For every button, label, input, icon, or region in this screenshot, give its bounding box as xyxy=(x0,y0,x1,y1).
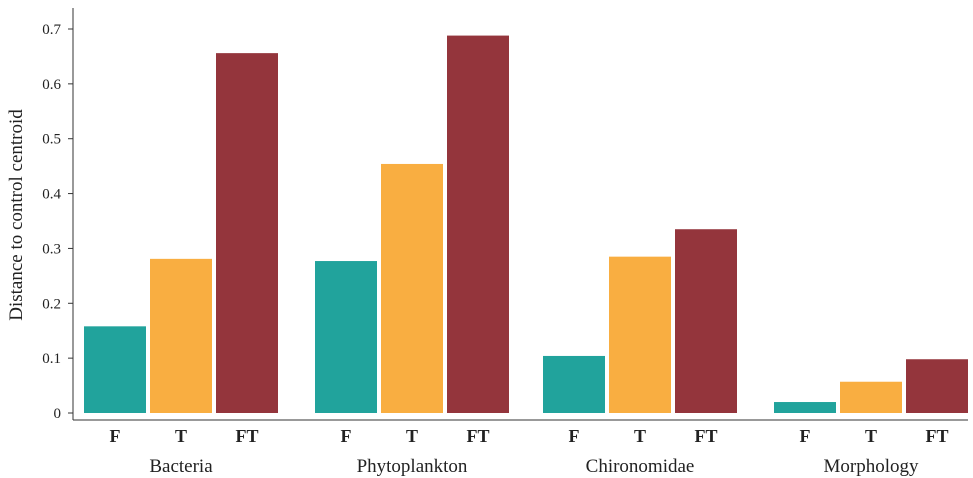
bar-label: F xyxy=(341,426,352,446)
bar-morphology-t xyxy=(840,381,902,413)
group-labels: Bacteria Phytoplankton Chironomidae Morphol… xyxy=(149,456,919,477)
bar-label: T xyxy=(175,426,187,446)
bar-label: FT xyxy=(694,426,717,446)
group-label: Morphology xyxy=(824,456,920,477)
bar-bacteria-ft xyxy=(216,53,278,413)
bar-label: FT xyxy=(466,426,489,446)
bar-morphology-ft xyxy=(906,359,968,413)
y-axis-ticks: 0 0.1 0.2 0.3 0.4 0.5 0.6 0.7 xyxy=(42,22,73,422)
bar-chironomidae-ft xyxy=(675,229,737,413)
y-tick-label: 0 xyxy=(54,406,62,422)
bar-bacteria-t xyxy=(150,258,212,413)
bar-label: T xyxy=(865,426,877,446)
bar-label: T xyxy=(406,426,418,446)
y-tick-label: 0.4 xyxy=(42,187,61,203)
group-label: Bacteria xyxy=(149,456,213,477)
bar-label: F xyxy=(800,426,811,446)
bar-phytoplankton-f xyxy=(315,261,377,413)
bars xyxy=(84,35,968,413)
bar-morphology-f xyxy=(774,402,836,413)
bar-label: F xyxy=(110,426,121,446)
y-tick-label: 0.6 xyxy=(42,77,61,93)
y-tick-label: 0.1 xyxy=(42,351,61,367)
group-label: Phytoplankton xyxy=(357,456,468,477)
bar-label: FT xyxy=(235,426,258,446)
bar-label: T xyxy=(634,426,646,446)
y-tick-label: 0.3 xyxy=(42,241,61,257)
bar-phytoplankton-t xyxy=(381,163,443,413)
y-tick-label: 0.7 xyxy=(42,22,61,38)
group-label: Chironomidae xyxy=(586,456,695,477)
bar-label: F xyxy=(569,426,580,446)
bar-chironomidae-t xyxy=(609,256,671,413)
bar-phytoplankton-ft xyxy=(447,35,509,413)
bar-labels: F T FT F T FT F T FT F T FT xyxy=(110,426,949,446)
bar-chironomidae-f xyxy=(543,355,605,413)
y-axis-title: Distance to control centroid xyxy=(6,109,27,321)
bar-bacteria-f xyxy=(84,326,146,413)
bar-label: FT xyxy=(925,426,948,446)
y-tick-label: 0.5 xyxy=(42,132,61,148)
y-tick-label: 0.2 xyxy=(42,296,61,312)
